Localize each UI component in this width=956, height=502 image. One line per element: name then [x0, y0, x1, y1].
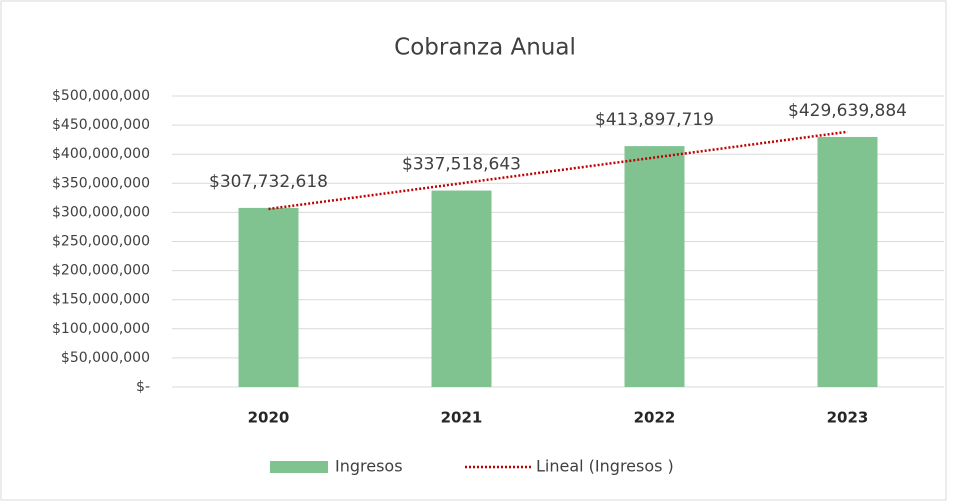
trend-line: [268, 130, 848, 211]
x-tick-label: 2023: [827, 409, 869, 427]
y-tick-label: $350,000,000: [52, 175, 150, 191]
x-tick-label: 2020: [248, 409, 290, 427]
legend-label: Lineal (Ingresos ): [536, 457, 674, 476]
data-label: $413,897,719: [595, 110, 714, 130]
legend-swatch: [270, 461, 328, 473]
y-tick-label: $450,000,000: [52, 117, 150, 133]
y-tick-label: $200,000,000: [52, 263, 150, 279]
y-tick-label: $100,000,000: [52, 321, 150, 337]
data-label: $429,639,884: [788, 101, 907, 121]
data-label: $337,518,643: [402, 155, 521, 175]
y-tick-label: $250,000,000: [52, 234, 150, 250]
y-tick-label: $300,000,000: [52, 204, 150, 220]
bar: [817, 136, 878, 387]
y-tick-label: $150,000,000: [52, 292, 150, 308]
y-tick-label: $500,000,000: [52, 88, 150, 104]
x-tick-label: 2021: [441, 409, 483, 427]
bar: [431, 190, 492, 387]
chart-title: Cobranza Anual: [394, 35, 576, 61]
y-tick-label: $50,000,000: [61, 350, 150, 366]
data-label: $307,732,618: [209, 172, 328, 192]
bar: [238, 207, 299, 387]
legend-label: Ingresos: [335, 457, 403, 476]
x-tick-label: 2022: [634, 409, 676, 427]
y-tick-label: $400,000,000: [52, 146, 150, 162]
bar: [624, 146, 685, 387]
y-tick-label: $-: [136, 379, 150, 395]
